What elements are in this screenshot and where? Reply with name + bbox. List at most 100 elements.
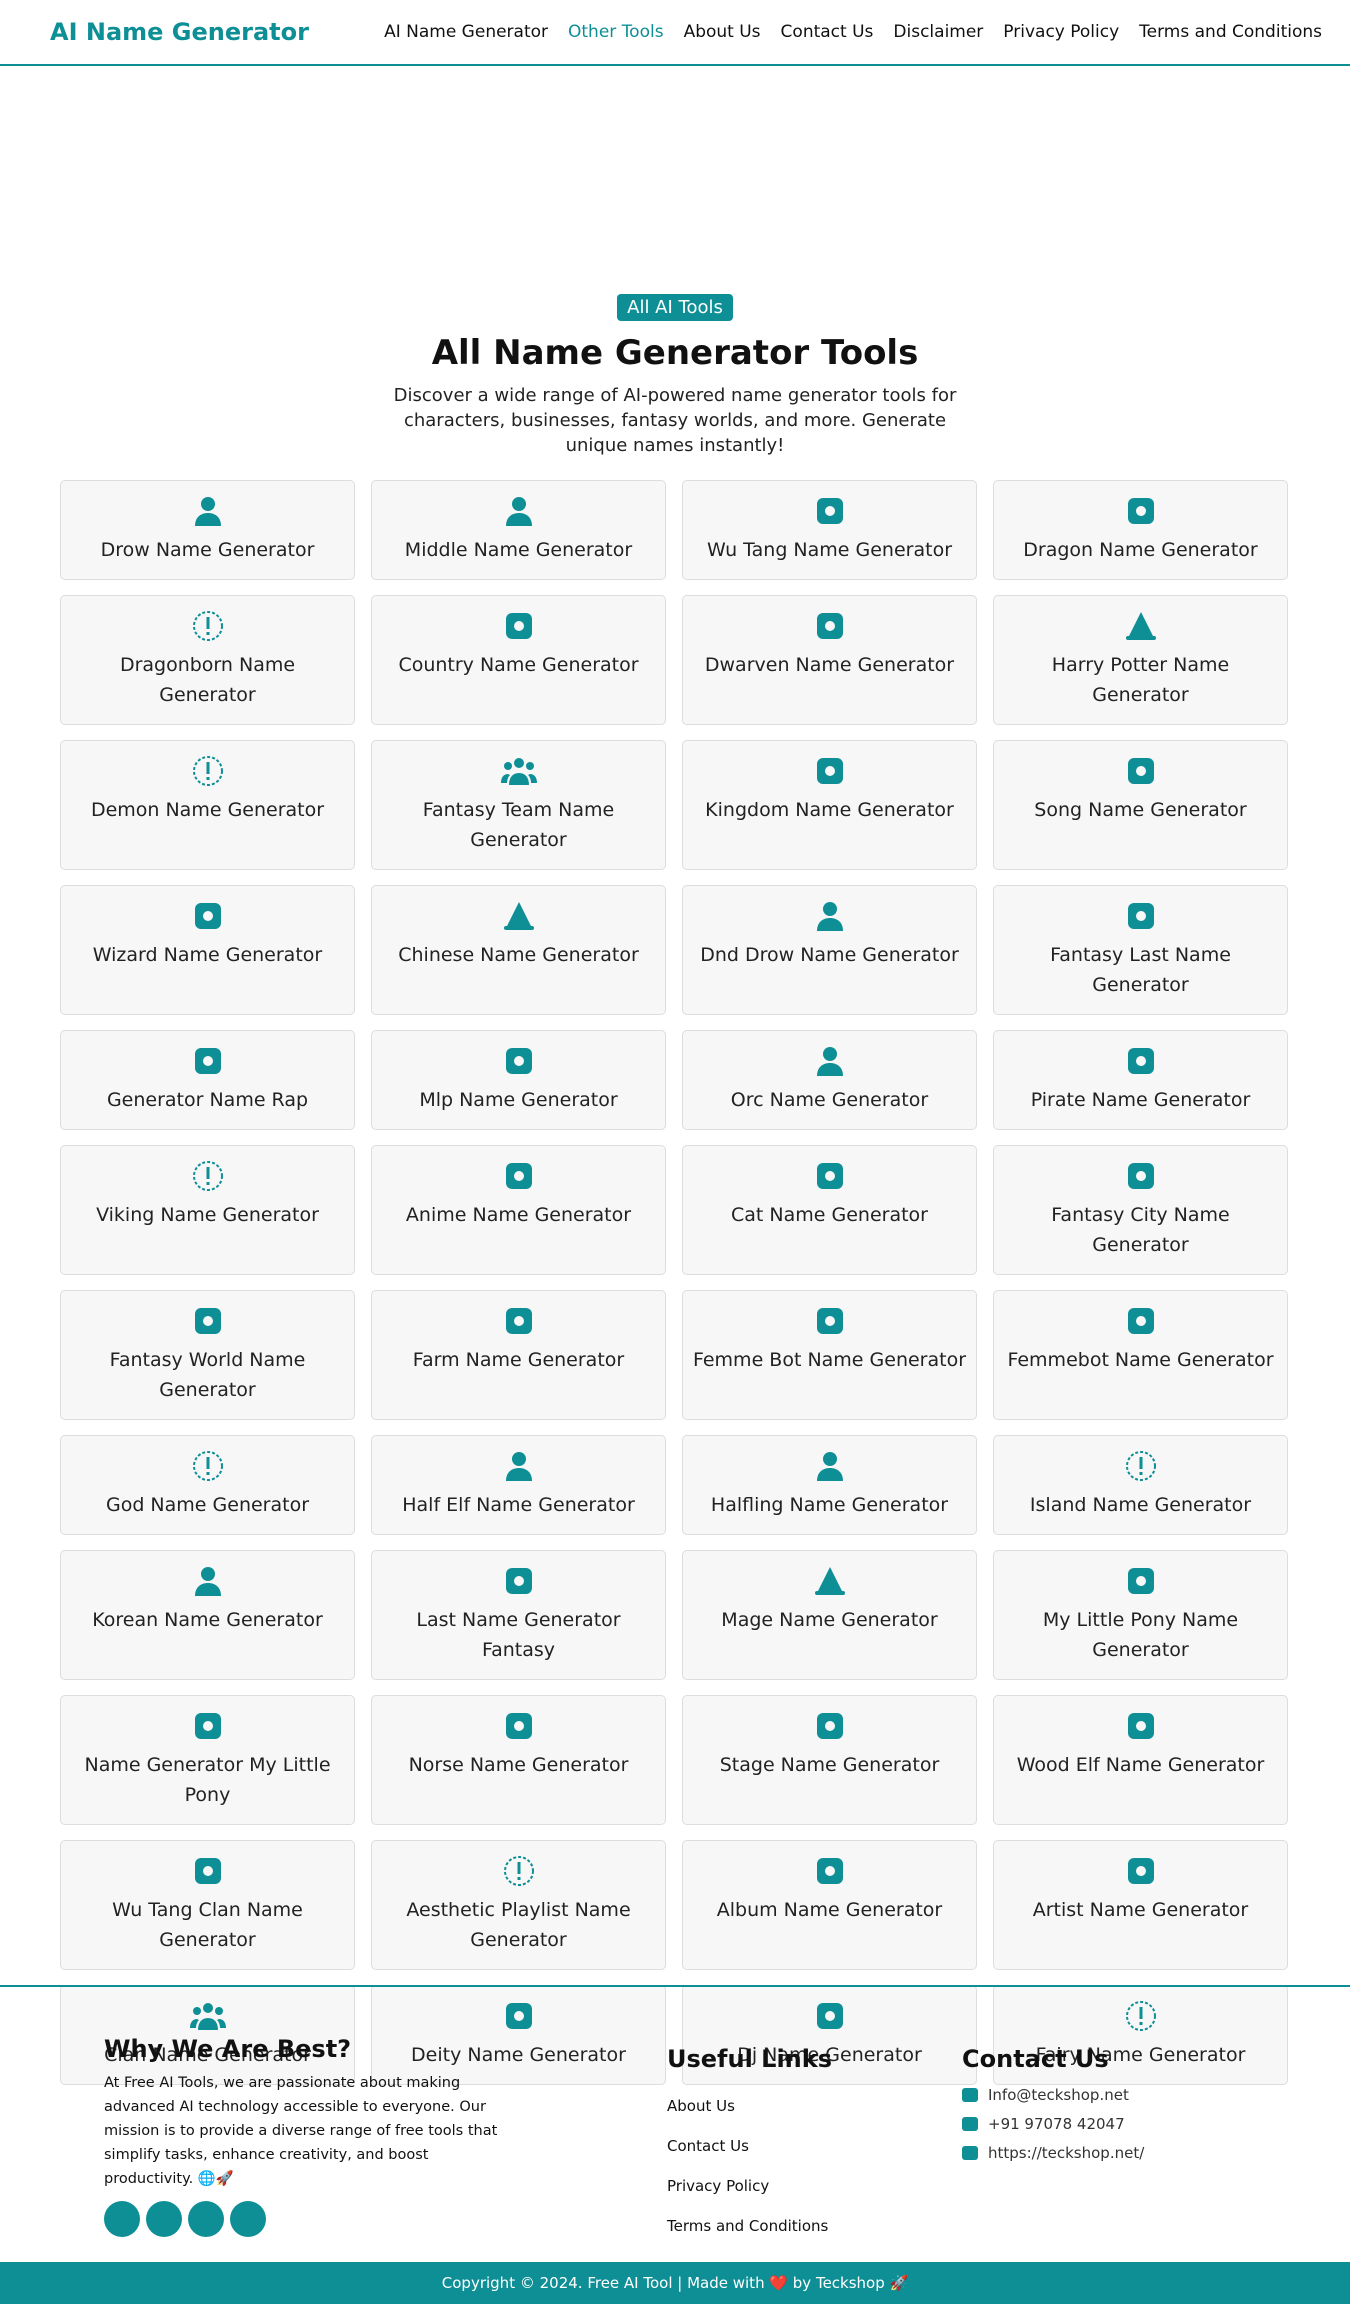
tool-card[interactable]: Half Elf Name Generator — [371, 1435, 666, 1535]
nav-link[interactable]: Privacy Policy — [1003, 22, 1120, 42]
tool-card[interactable]: Femme Bot Name Generator — [682, 1290, 977, 1420]
tool-card[interactable]: Name Generator My Little Pony — [60, 1695, 355, 1825]
tool-card[interactable]: Norse Name Generator — [371, 1695, 666, 1825]
tool-card[interactable]: Dragonborn Name Generator — [60, 595, 355, 725]
tool-icon — [1127, 1308, 1154, 1334]
tool-name: Fantasy World Name Generator — [109, 1349, 306, 1401]
tool-card[interactable]: Harry Potter Name Generator — [993, 595, 1288, 725]
nav-link[interactable]: Other Tools — [568, 22, 664, 42]
tool-icon — [500, 758, 537, 785]
footer-link[interactable]: Privacy Policy — [667, 2177, 770, 2195]
tool-card[interactable]: Song Name Generator — [993, 740, 1288, 870]
tool-card[interactable]: Country Name Generator — [371, 595, 666, 725]
nav-link[interactable]: About Us — [683, 22, 761, 42]
tool-card[interactable]: Wood Elf Name Generator — [993, 1695, 1288, 1825]
tool-name: Stage Name Generator — [719, 1754, 940, 1776]
tool-name: Dwarven Name Generator — [704, 654, 955, 676]
twitter[interactable] — [146, 2201, 182, 2237]
tool-name: Femmebot Name Generator — [1007, 1349, 1274, 1371]
tool-icon — [194, 1308, 221, 1334]
tool-card[interactable]: Femmebot Name Generator — [993, 1290, 1288, 1420]
footer: Why We Are Best? At Free AI Tools, we ar… — [0, 1985, 1350, 2262]
tool-card[interactable]: Pirate Name Generator — [993, 1030, 1288, 1130]
tool-card[interactable]: Album Name Generator — [682, 1840, 977, 1970]
tool-card[interactable]: Mlp Name Generator — [371, 1030, 666, 1130]
tool-card[interactable]: Wu Tang Name Generator — [682, 480, 977, 580]
tool-name: Fairy Name Generator — [1035, 2044, 1246, 2066]
tool-card[interactable]: Anime Name Generator — [371, 1145, 666, 1275]
tool-card[interactable]: Mage Name Generator — [682, 1550, 977, 1680]
about-title: Why We Are Best? — [104, 2035, 352, 2063]
contact-icon — [962, 2116, 978, 2131]
tool-name: Norse Name Generator — [408, 1754, 629, 1776]
tool-card[interactable]: Farm Name Generator — [371, 1290, 666, 1420]
tool-card[interactable]: Fantasy World Name Generator — [60, 1290, 355, 1420]
tool-card[interactable]: Wizard Name Generator — [60, 885, 355, 1015]
tool-card[interactable]: Island Name Generator — [993, 1435, 1288, 1535]
tool-card[interactable]: Halfling Name Generator — [682, 1435, 977, 1535]
tool-card[interactable]: My Little Pony Name Generator — [993, 1550, 1288, 1680]
instagram[interactable] — [230, 2201, 266, 2237]
tool-card[interactable]: Wu Tang Clan Name Generator — [60, 1840, 355, 1970]
nav-link[interactable]: AI Name Generator — [384, 22, 549, 42]
contact-text: Info@teckshop.net — [988, 2085, 1129, 2104]
tool-name: Dragon Name Generator — [1023, 539, 1258, 561]
tool-icon — [505, 613, 532, 639]
tool-name: Mlp Name Generator — [419, 1089, 618, 1111]
tool-icon — [194, 1048, 221, 1074]
footer-link[interactable]: Terms and Conditions — [667, 2217, 829, 2235]
tool-card[interactable]: Fantasy City Name Generator — [993, 1145, 1288, 1275]
tool-icon — [503, 1856, 534, 1886]
tool-card[interactable]: Stage Name Generator — [682, 1695, 977, 1825]
footer-link[interactable]: About Us — [667, 2097, 735, 2115]
tool-card[interactable]: Drow Name Generator — [60, 480, 355, 580]
tool-card[interactable]: Dnd Drow Name Generator — [682, 885, 977, 1015]
tool-icon — [816, 613, 843, 639]
tool-card[interactable]: God Name Generator — [60, 1435, 355, 1535]
tool-card[interactable]: Dwarven Name Generator — [682, 595, 977, 725]
nav-link[interactable]: Contact Us — [780, 22, 874, 42]
tool-card[interactable]: Deity Name Generator — [371, 1985, 666, 2085]
tool-card[interactable]: Fairy Name Generator — [993, 1985, 1288, 2085]
tool-card[interactable]: Last Name Generator Fantasy — [371, 1550, 666, 1680]
tool-card[interactable]: Demon Name Generator — [60, 740, 355, 870]
footer-link[interactable]: Contact Us — [667, 2137, 749, 2155]
tool-icon — [192, 1161, 223, 1191]
useful-links: Useful Links About Us Contact Us Privacy P… — [667, 2045, 832, 2235]
contact-icon — [962, 2145, 978, 2160]
tool-card[interactable]: Fantasy Last Name Generator — [993, 885, 1288, 1015]
tool-icon — [816, 1858, 843, 1884]
tool-card[interactable]: Dj Name Generator — [682, 1985, 977, 2085]
contact-item: Info@teckshop.net — [962, 2085, 1144, 2104]
tool-card[interactable]: Viking Name Generator — [60, 1145, 355, 1275]
tool-name: Cat Name Generator — [731, 1204, 928, 1226]
tool-card[interactable]: Orc Name Generator — [682, 1030, 977, 1130]
tool-card[interactable]: Dragon Name Generator — [993, 480, 1288, 580]
tool-icon — [1127, 1163, 1154, 1189]
tool-card[interactable]: Kingdom Name Generator — [682, 740, 977, 870]
logo[interactable]: AI Name Generator — [50, 18, 309, 46]
tool-card[interactable]: Artist Name Generator — [993, 1840, 1288, 1970]
tool-card[interactable]: Middle Name Generator — [371, 480, 666, 580]
nav-link[interactable]: Terms and Conditions — [1139, 22, 1322, 42]
tool-name: Artist Name Generator — [1032, 1899, 1249, 1921]
tool-icon — [1127, 903, 1154, 929]
youtube[interactable] — [188, 2201, 224, 2237]
tool-card[interactable]: Chinese Name Generator — [371, 885, 666, 1015]
tool-card[interactable]: Generator Name Rap — [60, 1030, 355, 1130]
contact-item: https://teckshop.net/ — [962, 2144, 1144, 2162]
about-text: At Free AI Tools, we are passionate abou… — [104, 2075, 498, 2187]
tool-card[interactable]: Cat Name Generator — [682, 1145, 977, 1275]
tool-icon — [505, 2003, 532, 2029]
tool-name: Last Name Generator Fantasy — [416, 1609, 621, 1661]
tool-card[interactable]: Korean Name Generator — [60, 1550, 355, 1680]
tool-icon — [505, 1452, 532, 1481]
tool-card[interactable]: Fantasy Team Name Generator — [371, 740, 666, 870]
tool-icon — [816, 902, 843, 931]
facebook[interactable] — [104, 2201, 140, 2237]
tool-card[interactable]: Aesthetic Playlist Name Generator — [371, 1840, 666, 1970]
nav-link[interactable]: Disclaimer — [893, 22, 984, 42]
tool-icon — [505, 1163, 532, 1189]
tool-card[interactable]: Clan Name Generator — [60, 1985, 355, 2085]
